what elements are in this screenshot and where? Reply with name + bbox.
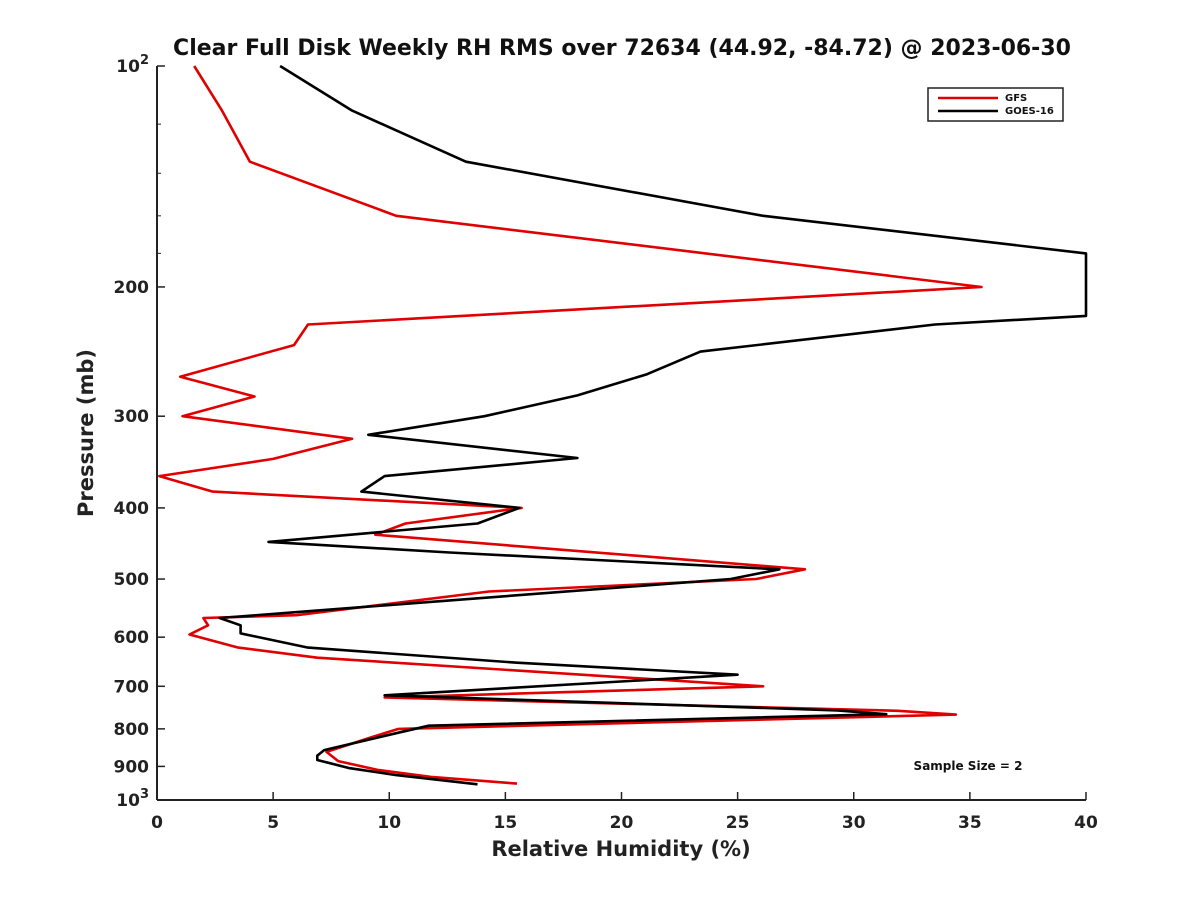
series-line-goes-16	[218, 64, 1088, 786]
x-axis-label: Relative Humidity (%)	[491, 837, 750, 861]
y-tick-label-100: 102	[116, 53, 149, 77]
legend: GFS GOES-16	[927, 87, 1064, 122]
legend-label-gfs: GFS	[1005, 93, 1027, 104]
y-axis-label: Pressure (mb)	[74, 349, 98, 517]
legend-box	[927, 87, 1064, 122]
x-tick-label-35: 35	[958, 813, 982, 833]
series-layer	[158, 64, 1088, 786]
y-tick-label-400: 400	[114, 499, 150, 519]
y-tick-label-700: 700	[114, 677, 150, 697]
x-tick-label-5: 5	[267, 813, 279, 833]
y-ticks: 102 200 300 400 500 600 700 800 900 103	[114, 53, 165, 811]
y-tick-label-600: 600	[114, 628, 150, 648]
legend-label-goes-16: GOES-16	[1005, 106, 1054, 117]
x-tick-label-25: 25	[726, 813, 750, 833]
x-tick-label-15: 15	[494, 813, 518, 833]
sample-size-annotation: Sample Size = 2	[914, 759, 1023, 773]
x-tick-label-20: 20	[610, 813, 634, 833]
x-ticks: 0 5 10 15 20 25 30 35 40	[151, 792, 1098, 833]
y-tick-label-300: 300	[114, 407, 150, 427]
y-tick-label-900: 900	[114, 757, 150, 777]
x-tick-label-0: 0	[151, 813, 163, 833]
y-tick-label-800: 800	[114, 720, 150, 740]
x-tick-label-30: 30	[842, 813, 866, 833]
x-tick-label-40: 40	[1074, 813, 1098, 833]
x-tick-label-10: 10	[377, 813, 401, 833]
y-tick-label-500: 500	[114, 570, 150, 590]
y-tick-label-1000: 103	[116, 787, 149, 811]
chart-title: Clear Full Disk Weekly RH RMS over 72634…	[173, 36, 1071, 61]
y-tick-label-200: 200	[114, 278, 150, 298]
series-line-gfs	[158, 65, 983, 785]
